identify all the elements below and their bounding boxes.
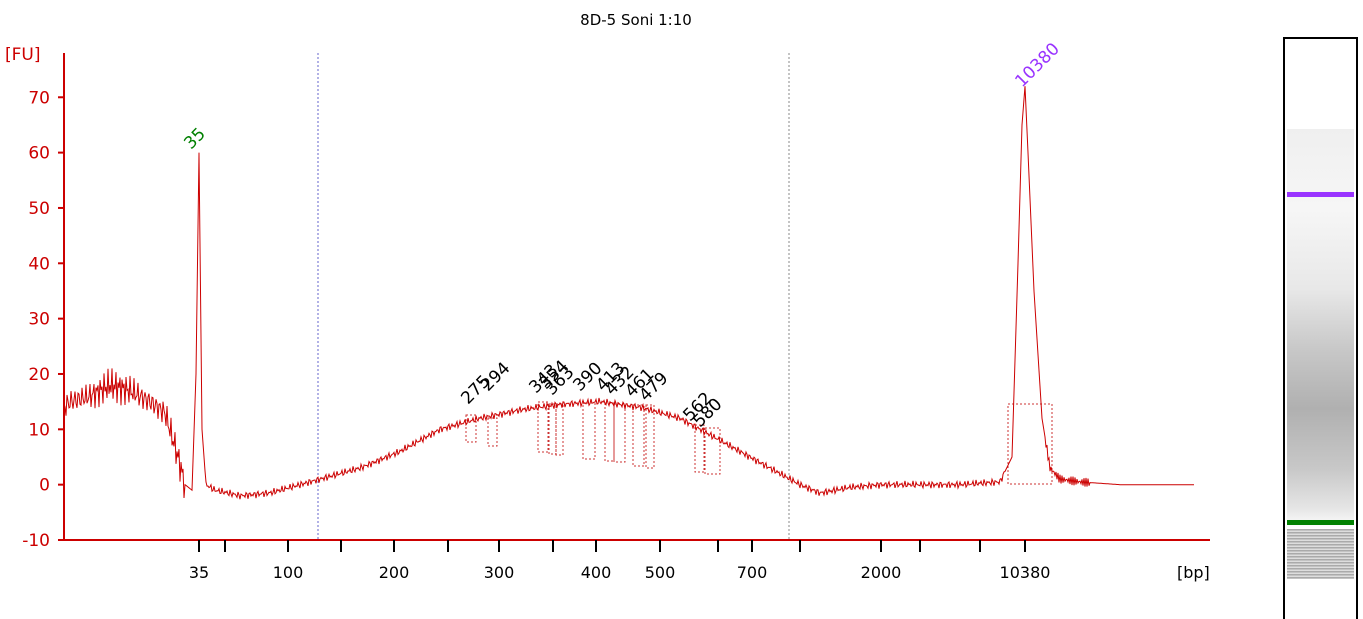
peak-box [537,401,549,453]
y-axis-label: [FU] [5,45,41,65]
x-tick-label: 2000 [861,563,902,582]
x-tick-label: 35 [189,563,209,582]
x-tick-label: 700 [737,563,768,582]
peak-label: 35 [180,124,209,153]
y-tick-label: 30 [28,310,50,330]
peak-box [604,402,615,462]
x-tick-label: 400 [581,563,612,582]
y-tick-label: 0 [39,476,50,496]
y-tick-label: 10 [28,420,50,440]
peak-box [694,424,705,473]
chart-title: 8D-5 Soni 1:10 [580,11,692,29]
peak-box [632,404,645,467]
x-tick-group: 35 100 200 300 400 500 700 2000 10380 [189,540,1051,582]
peak-box [1007,403,1053,485]
x-tick-label: 10380 [1000,563,1051,582]
peak-box [555,403,564,456]
y-tick-label: 60 [28,144,50,164]
x-tick-label: 200 [379,563,410,582]
y-tick-group: -10 0 10 20 30 40 50 60 70 [22,88,64,551]
lower-marker-band [1287,520,1354,525]
peak-box-group [465,401,1053,485]
gel-lane [1283,37,1358,619]
peak-box [465,414,477,443]
y-tick-label: 70 [28,88,50,108]
peak-box [582,402,596,460]
upper-marker-band [1287,192,1354,197]
peak-box [613,403,626,463]
x-tick-label: 500 [645,563,676,582]
peak-box [704,427,721,475]
peak-box [645,404,655,469]
x-tick-label: 100 [273,563,304,582]
peak-label: 10380 [1011,39,1063,91]
gel-background [1287,129,1354,529]
y-tick-label: -10 [22,531,50,551]
y-tick-label: 20 [28,365,50,385]
peak-box [548,403,557,455]
x-axis-label: [bp] [1177,563,1210,582]
lower-smear [1287,529,1354,579]
y-tick-label: 50 [28,199,50,219]
y-tick-label: 40 [28,254,50,274]
x-tick-label: 300 [484,563,515,582]
peak-box [487,417,498,447]
trace-line [63,86,1194,500]
